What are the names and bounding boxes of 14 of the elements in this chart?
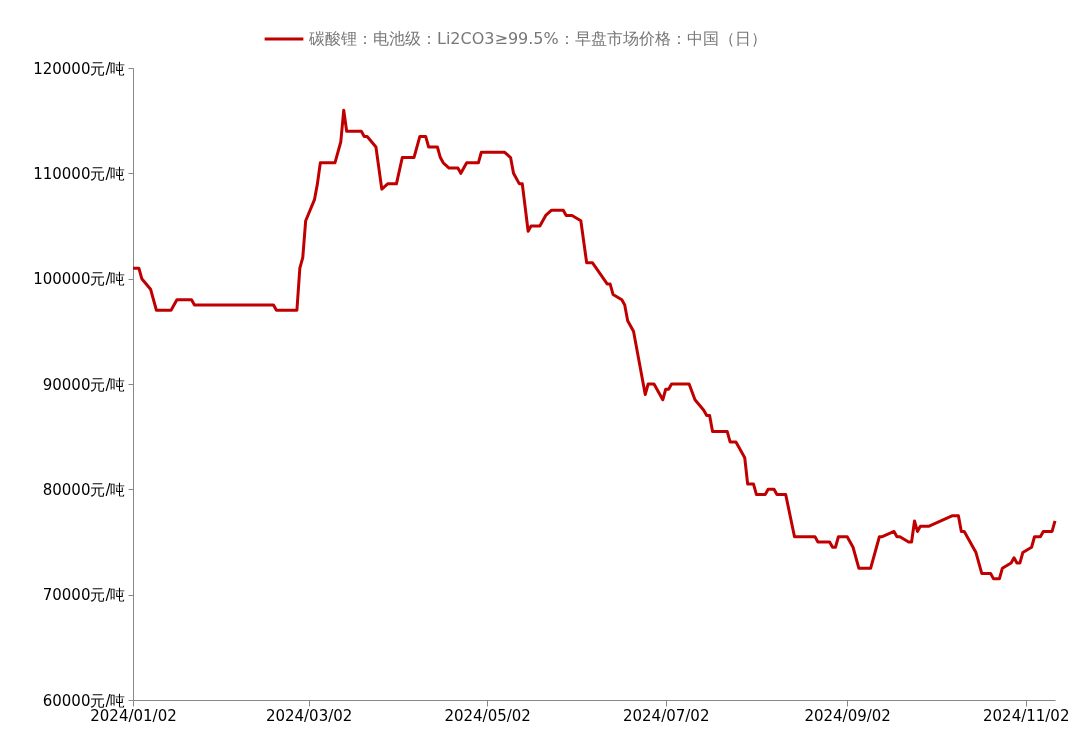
y-tick-label: 100000元/吨	[33, 270, 126, 289]
line-series	[131, 108, 1057, 581]
legend-label: 碳酸锂：电池级：Li2CO3≥99.5%：早盘市场价格：中国（日）	[308, 29, 767, 48]
y-tick-label: 60000元/吨	[42, 691, 126, 710]
y-tick-label: 90000元/吨	[42, 375, 126, 394]
y-tick-label: 110000元/吨	[33, 164, 126, 183]
x-tick-label: 2024/07/02	[622, 706, 710, 725]
y-tick-label: 80000元/吨	[42, 480, 126, 499]
x-tick-label: 2024/09/02	[804, 706, 891, 725]
y-tick-label: 120000元/吨	[33, 59, 126, 78]
y-tick-label: 70000元/吨	[42, 586, 126, 605]
x-tick-label: 2024/11/02	[983, 706, 1070, 725]
x-tick-label: 2024/03/02	[265, 706, 353, 725]
x-tick-label: 2024/05/02	[444, 706, 531, 725]
